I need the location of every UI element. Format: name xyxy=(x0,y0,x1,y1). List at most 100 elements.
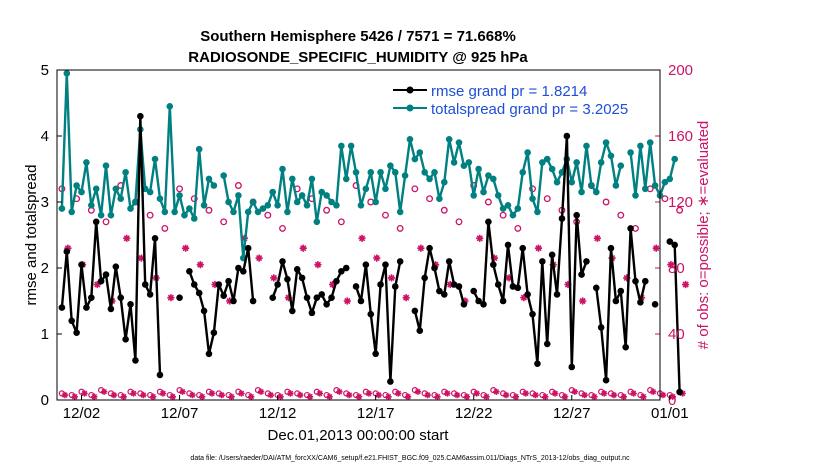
obs-low-evaluated-point xyxy=(218,391,225,399)
obs-low-evaluated-point xyxy=(610,391,618,399)
totalspread-point xyxy=(73,182,80,189)
obs-evaluated-point xyxy=(226,297,234,305)
totalspread-point xyxy=(411,155,419,163)
rmse-point xyxy=(156,371,164,379)
x-tick-label-0: 12/02 xyxy=(63,405,101,422)
obs-possible-point xyxy=(514,224,522,232)
rmse-point xyxy=(612,297,620,305)
obs-evaluated-point xyxy=(196,261,204,269)
series-layer xyxy=(58,70,690,400)
obs-evaluated-point xyxy=(358,234,366,242)
obs-evaluated-point xyxy=(137,254,145,262)
obs-low-evaluated-point xyxy=(542,393,549,400)
rmse-point xyxy=(151,235,159,242)
rmse-point xyxy=(592,284,600,292)
rmse-point xyxy=(622,343,629,351)
rmse-point xyxy=(632,277,639,285)
totalspread-point xyxy=(607,152,615,160)
rmse-point xyxy=(676,388,683,396)
totalspread-point xyxy=(666,175,674,183)
obs-evaluated-point xyxy=(667,261,675,269)
totalspread-point xyxy=(524,149,531,156)
rmse-point xyxy=(583,258,590,265)
obs-low-evaluated-point xyxy=(404,393,412,400)
obs-possible-point xyxy=(499,211,507,219)
rmse-point xyxy=(524,291,531,298)
obs-low-evaluated-point xyxy=(581,391,588,399)
obs-evaluated-point xyxy=(432,261,440,269)
obs-evaluated-point xyxy=(211,280,219,289)
rmse-point xyxy=(303,294,311,302)
totalspread-point xyxy=(504,202,512,209)
obs-low-evaluated-point xyxy=(630,390,637,397)
rmse-point xyxy=(362,261,370,269)
totalspread-point xyxy=(176,192,183,199)
obs-low-evaluated-point xyxy=(277,393,284,400)
rmse-point xyxy=(485,218,492,226)
obs-possible-point xyxy=(455,218,463,226)
rmse-point xyxy=(548,251,556,259)
rmse-point xyxy=(112,263,120,270)
chart-subtitle: RADIOSONDE_SPECIFIC_HUMIDITY @ 925 hPa xyxy=(188,49,528,66)
obs-evaluated-point xyxy=(579,297,587,305)
rmse-point xyxy=(205,350,213,358)
axes-layer: 0 1 2 3 4 5 0 40 80 120 160 200 12/02 12/07 12/12 12/17… xyxy=(41,62,693,422)
rmse-point xyxy=(568,363,576,371)
rmse-point xyxy=(122,335,129,343)
totalspread-point xyxy=(617,162,625,169)
obs-low-evaluated-point xyxy=(424,391,431,399)
rmse-point xyxy=(220,292,227,300)
totalspread-point xyxy=(264,202,272,209)
rmse-point xyxy=(426,244,433,252)
obs-low-evaluated-point xyxy=(257,388,265,395)
obs-possible-point xyxy=(617,211,625,219)
rmse-point xyxy=(666,238,674,245)
obs-evaluated-point xyxy=(314,261,322,269)
rmse-point xyxy=(377,281,384,288)
rmse-point xyxy=(431,264,438,272)
totalspread-point xyxy=(127,205,134,212)
obs-low-evaluated-point xyxy=(120,393,127,400)
totalspread-point xyxy=(646,139,654,146)
totalspread-point xyxy=(161,208,169,216)
obs-low-evaluated-point xyxy=(169,393,176,400)
rmse-point xyxy=(176,294,183,302)
rmse-point xyxy=(107,305,115,313)
rmse-point xyxy=(73,329,80,336)
obs-evaluated-point xyxy=(123,234,131,242)
rmse-point xyxy=(391,283,399,290)
totalspread-point xyxy=(602,139,610,146)
totalspread-point xyxy=(367,169,375,176)
y2-tick-label-3: 120 xyxy=(668,194,693,211)
obs-evaluated-point xyxy=(564,280,572,289)
rmse-point xyxy=(597,324,605,331)
obs-possible-point xyxy=(543,195,551,203)
totalspread-point xyxy=(578,188,585,196)
totalspread-point xyxy=(298,192,306,199)
x-tick-label-6: 01/01 xyxy=(651,405,689,422)
obs-low-evaluated-point xyxy=(228,393,235,400)
obs-low-evaluated-point xyxy=(551,390,559,397)
obs-possible-point xyxy=(205,206,213,214)
totalspread-point xyxy=(220,172,227,179)
totalspread-point xyxy=(455,139,463,146)
rmse-point xyxy=(328,294,335,302)
rmse-point xyxy=(387,378,394,385)
totalspread-point xyxy=(58,205,66,212)
totalspread-point xyxy=(391,169,399,176)
totalspread-point xyxy=(406,136,414,143)
y-tick-label-0: 0 xyxy=(41,392,49,409)
obs-low-evaluated-point xyxy=(238,390,245,397)
rmse-point xyxy=(293,266,301,273)
obs-evaluated-point xyxy=(520,294,528,302)
totalspread-point xyxy=(382,185,389,193)
obs-evaluated-point xyxy=(329,280,337,289)
totalspread-point xyxy=(102,162,110,169)
obs-low-evaluated-point xyxy=(130,390,137,397)
totalspread-point xyxy=(289,175,296,183)
obs-evaluated-point xyxy=(461,297,469,305)
rmse-point xyxy=(553,291,561,298)
obs-low-evaluated-point xyxy=(375,391,382,399)
rmse-point xyxy=(195,289,203,297)
